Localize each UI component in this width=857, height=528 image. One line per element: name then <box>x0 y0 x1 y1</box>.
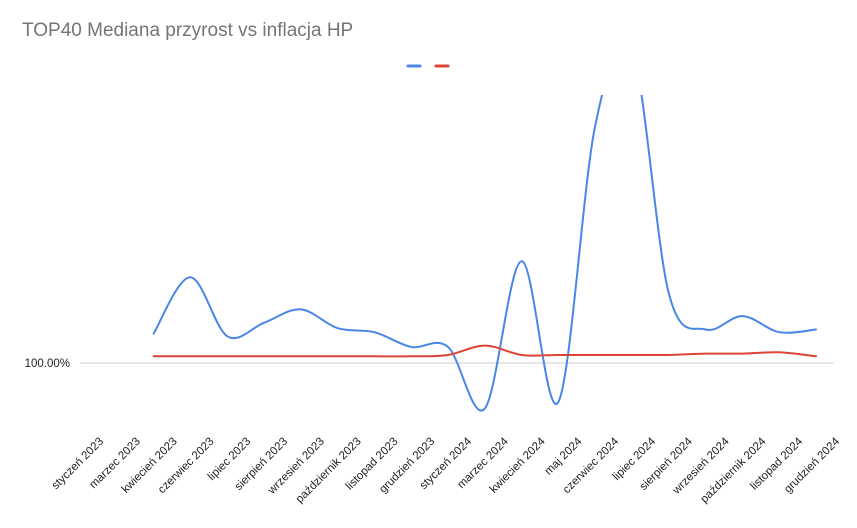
y-axis-ticks: 100.00% <box>25 358 70 370</box>
series-lines <box>152 95 817 412</box>
series-line-2 <box>152 344 817 358</box>
chart-title: TOP40 Mediana przyrost vs inflacja HP <box>22 20 354 41</box>
x-tick-label: październik 2024 <box>699 435 769 505</box>
y-tick-label: 100.00% <box>25 358 70 370</box>
series-line-1 <box>152 95 817 412</box>
x-tick-label: październik 2023 <box>294 436 364 506</box>
